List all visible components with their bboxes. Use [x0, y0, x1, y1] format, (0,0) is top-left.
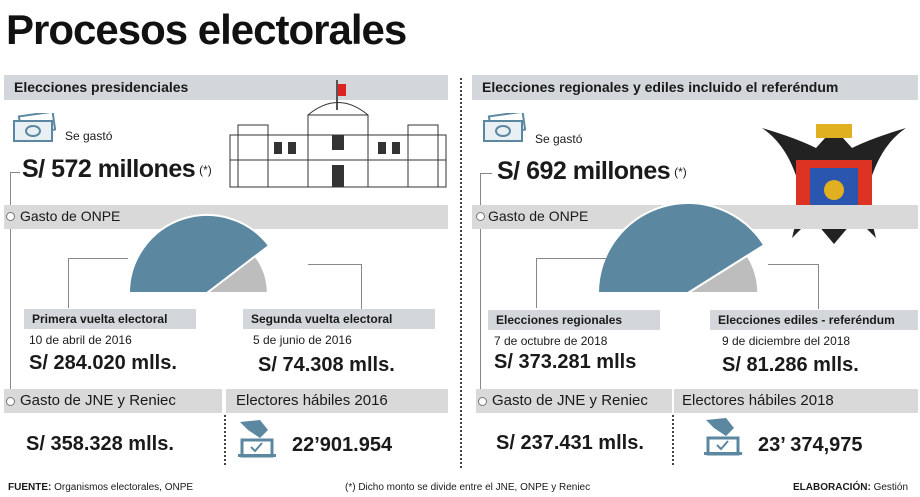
- voters-bar: Electores hábiles 2018: [674, 389, 918, 413]
- source-label: FUENTE:: [8, 482, 52, 493]
- spent-label: Se gastó: [535, 132, 583, 146]
- second-round-amount: S/ 74.308 mlls.: [258, 354, 395, 376]
- pie-slice-second: [204, 254, 269, 294]
- regional-date: 7 de octubre de 2018: [494, 334, 608, 348]
- money-icon: [13, 113, 56, 142]
- connector: [10, 172, 20, 173]
- divider: [672, 415, 674, 465]
- first-round-amount: S/ 284.020 mlls.: [29, 352, 177, 374]
- pie-slice-second: [684, 254, 760, 294]
- onpe-semicircle-chart-2016: [127, 214, 271, 294]
- municipal-label: Elecciones ediles - referéndum: [710, 310, 918, 330]
- spent-label: Se gastó: [65, 129, 113, 143]
- connector: [480, 173, 481, 400]
- page-title: Procesos electorales: [6, 6, 407, 53]
- bullet: [6, 212, 15, 221]
- credit-label: ELABORACIÓN:: [793, 482, 871, 493]
- ballot-box-icon: [238, 420, 276, 458]
- ballot-box-icon: [704, 418, 742, 456]
- voters-bar: Electores hábiles 2016: [226, 389, 448, 413]
- leader-line: [536, 258, 606, 259]
- total-note: (*): [674, 165, 687, 179]
- total-note: (*): [199, 163, 212, 177]
- onpe-semicircle-chart-2018: [596, 202, 766, 294]
- voters-count: 23’ 374,975: [758, 434, 863, 456]
- municipal-amount: S/ 81.286 mlls.: [722, 354, 859, 376]
- voters-count: 22’901.954: [292, 434, 393, 456]
- regional-amount: S/ 373.281 mlls: [494, 351, 637, 373]
- bullet: [6, 397, 15, 406]
- total-spent: S/ 572 millones: [22, 155, 196, 183]
- leader-line: [68, 258, 128, 259]
- jne-reniec-amount: S/ 358.328 mlls.: [26, 433, 174, 455]
- total-row: S/ 692 millones (*): [497, 157, 687, 186]
- leader-line: [361, 264, 362, 309]
- footnote: (*) Dicho monto se divide entre el JNE, …: [345, 482, 591, 493]
- money-icon: [483, 113, 526, 142]
- government-palace-illustration: [229, 80, 447, 188]
- second-round-label: Segunda vuelta electoral: [243, 309, 435, 329]
- leader-line: [68, 258, 69, 308]
- leader-line: [308, 264, 361, 265]
- bullet: [478, 397, 487, 406]
- jne-reniec-bar: Gasto de JNE y Reniec: [476, 389, 672, 413]
- total-row: S/ 572 millones (*): [22, 155, 212, 184]
- bullet: [476, 212, 485, 221]
- credit: ELABORACIÓN: Gestión: [793, 482, 908, 493]
- connector: [10, 172, 11, 400]
- first-round-label: Primera vuelta electoral: [24, 309, 196, 329]
- leader-line: [818, 264, 819, 309]
- leader-line: [768, 264, 818, 265]
- divider: [224, 415, 226, 465]
- section-header-regional: Elecciones regionales y ediles incluido …: [472, 75, 918, 100]
- jne-reniec-amount: S/ 237.431 mlls.: [496, 432, 644, 454]
- section-header-presidential: Elecciones presidenciales: [4, 75, 448, 100]
- leader-line: [536, 258, 537, 308]
- connector: [480, 173, 492, 174]
- first-round-date: 10 de abril de 2016: [29, 333, 132, 347]
- municipal-date: 9 de diciembre del 2018: [722, 334, 851, 348]
- source: FUENTE: Organismos electorales, ONPE: [8, 482, 193, 493]
- jne-reniec-bar: Gasto de JNE y Reniec: [4, 389, 222, 413]
- credit-text: Gestión: [873, 482, 909, 493]
- second-round-date: 5 de junio de 2016: [253, 333, 352, 347]
- total-spent: S/ 692 millones: [497, 157, 671, 185]
- source-text: Organismos electorales, ONPE: [54, 482, 194, 493]
- column-divider: [460, 78, 462, 468]
- pie-slice-first: [127, 214, 271, 294]
- regional-label: Elecciones regionales: [488, 310, 660, 330]
